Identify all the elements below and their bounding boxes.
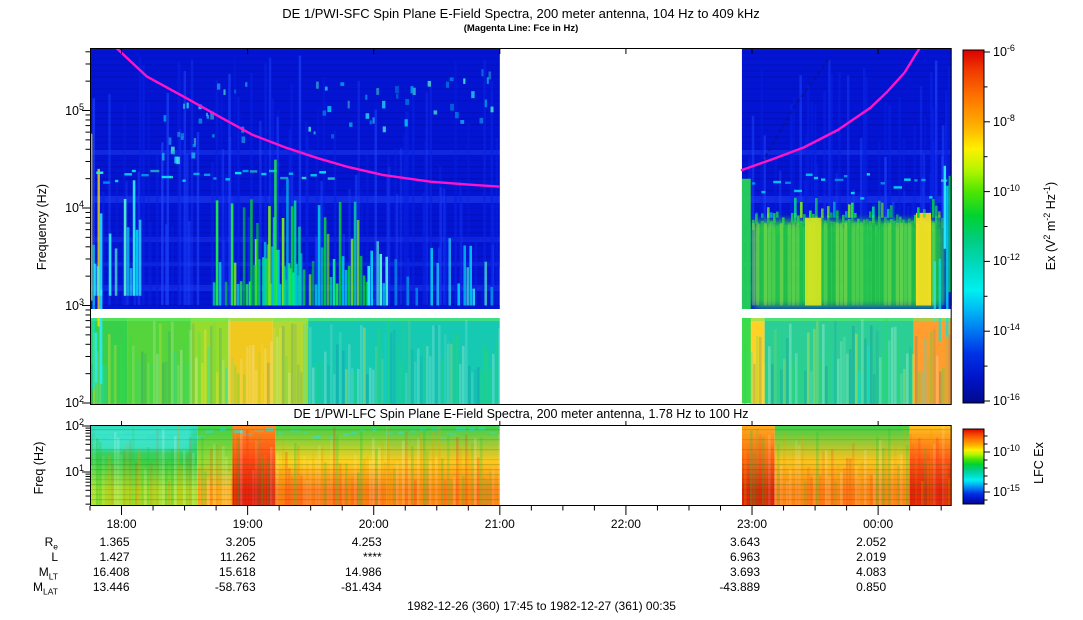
sfc-ytick-label: 102 — [65, 394, 84, 411]
ephemeris-value: 11.262 — [219, 550, 256, 564]
ephemeris-value: 6.963 — [729, 550, 761, 564]
sfc-colorbar-label: Ex (V2 m-2 Hz-1) — [1041, 181, 1059, 271]
sfc-colorbar-tick-label: 10-12 — [993, 252, 1020, 269]
ephemeris-value: -81.434 — [341, 580, 382, 594]
sfc-axes — [82, 48, 952, 405]
sfc-colorbar-tick-label: 10-10 — [993, 182, 1020, 199]
ephemeris-row-label: L — [51, 550, 58, 564]
time-tick-label: 18:00 — [106, 517, 137, 531]
lfc-panel-title: DE 1/PWI-LFC Spin Plane E-Field Spectra,… — [293, 407, 749, 421]
lfc-colorbar-tick-label: 10-10 — [993, 443, 1020, 460]
ephemeris-value: 4.253 — [351, 535, 382, 549]
ephemeris-row-label: Re — [44, 535, 58, 552]
time-axis — [89, 506, 942, 515]
ephemeris-value: 0.850 — [856, 580, 887, 594]
time-tick-label: 20:00 — [358, 517, 389, 531]
sfc-panel-title: DE 1/PWI-SFC Spin Plane E-Field Spectra,… — [282, 6, 760, 21]
ephemeris-value: 3.643 — [729, 535, 761, 549]
ephemeris-value: 2.019 — [856, 550, 887, 564]
ephemeris-value: 14.986 — [345, 565, 382, 579]
time-range-caption: 1982-12-26 (360) 17:45 to 1982-12-27 (36… — [407, 599, 676, 613]
time-tick-label: 19:00 — [232, 517, 263, 531]
lfc-colorbar — [962, 428, 990, 505]
sfc-colorbar-tick-label: 10-14 — [993, 322, 1020, 339]
sfc-colorbar — [962, 49, 990, 404]
ephemeris-value: -43.889 — [719, 580, 761, 594]
ephemeris-value: 3.693 — [729, 565, 761, 579]
ephemeris-value: 13.446 — [92, 580, 130, 594]
sfc-colorbar-tick-label: 10-6 — [993, 43, 1015, 60]
ephemeris-row-label: MLAT — [33, 580, 58, 597]
lfc-y-axis-label: Freq (Hz) — [32, 441, 46, 495]
ephemeris-value: 15.618 — [218, 565, 256, 579]
sfc-spectrogram — [90, 48, 952, 405]
time-tick-label: 22:00 — [610, 517, 641, 531]
time-tick-label: 23:00 — [737, 517, 768, 531]
ephemeris-value: 3.205 — [225, 535, 256, 549]
lfc-ytick-label: 101 — [65, 463, 84, 480]
ephemeris-value: -58.763 — [214, 580, 256, 594]
sfc-ytick-label: 105 — [65, 101, 84, 118]
ephemeris-value: 2.052 — [856, 535, 887, 549]
sfc-ytick-label: 103 — [65, 296, 84, 313]
lfc-colorbar-tick-label: 10-15 — [993, 483, 1020, 500]
ephemeris-value: 1.365 — [99, 535, 130, 549]
fce-line — [115, 48, 921, 188]
sfc-colorbar-tick-label: 10-8 — [993, 112, 1015, 129]
sfc-ytick-label: 104 — [65, 199, 84, 216]
sfc-y-axis-label: Frequency (Hz) — [35, 183, 49, 271]
time-tick-label: 21:00 — [484, 517, 515, 531]
ephemeris-value: 4.083 — [856, 565, 887, 579]
lfc-ytick-label: 102 — [65, 417, 84, 434]
lfc-spectrogram — [90, 425, 952, 506]
sfc-panel-subtitle: (Magenta Line: Fce in Hz) — [463, 23, 579, 34]
ephemeris-value: 16.408 — [92, 565, 130, 579]
sfc-colorbar-tick-label: 10-16 — [993, 392, 1020, 409]
lfc-colorbar-label: LFC Ex — [1032, 442, 1046, 484]
time-tick-label: 00:00 — [863, 517, 894, 531]
ephemeris-value: 1.427 — [99, 550, 130, 564]
ephemeris-value: **** — [363, 550, 382, 564]
lfc-axes — [82, 421, 952, 506]
ephemeris-row-label: MLT — [38, 565, 58, 582]
